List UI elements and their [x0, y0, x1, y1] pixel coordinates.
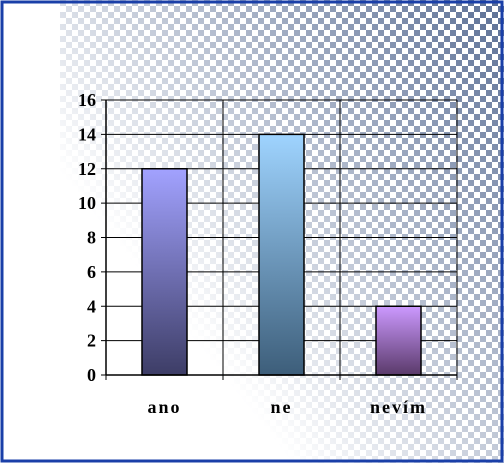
y-tick-label: 14	[78, 124, 96, 144]
axes	[101, 99, 458, 380]
y-tick-label: 10	[78, 193, 96, 213]
y-tick-label: 12	[78, 159, 96, 179]
bars	[141, 133, 422, 376]
bar-ne	[258, 133, 305, 376]
y-tick-label: 16	[78, 90, 96, 110]
y-tick-label: 4	[87, 296, 96, 316]
bar-nevim	[375, 305, 422, 376]
x-tick-label-ano: ano	[147, 397, 181, 417]
x-tick-label-ne: ne	[271, 397, 293, 417]
y-tick-labels: 0 2 4 6 8 10 12 14 16	[78, 90, 96, 385]
x-tick-labels: ano ne nevím	[147, 397, 427, 417]
y-tick-label: 0	[87, 365, 96, 385]
bar-ano	[141, 168, 188, 376]
y-tick-label: 8	[87, 228, 96, 248]
y-tick-label: 2	[87, 331, 96, 351]
y-tick-label: 6	[87, 262, 96, 282]
x-tick-label-nevim: nevím	[370, 397, 427, 417]
